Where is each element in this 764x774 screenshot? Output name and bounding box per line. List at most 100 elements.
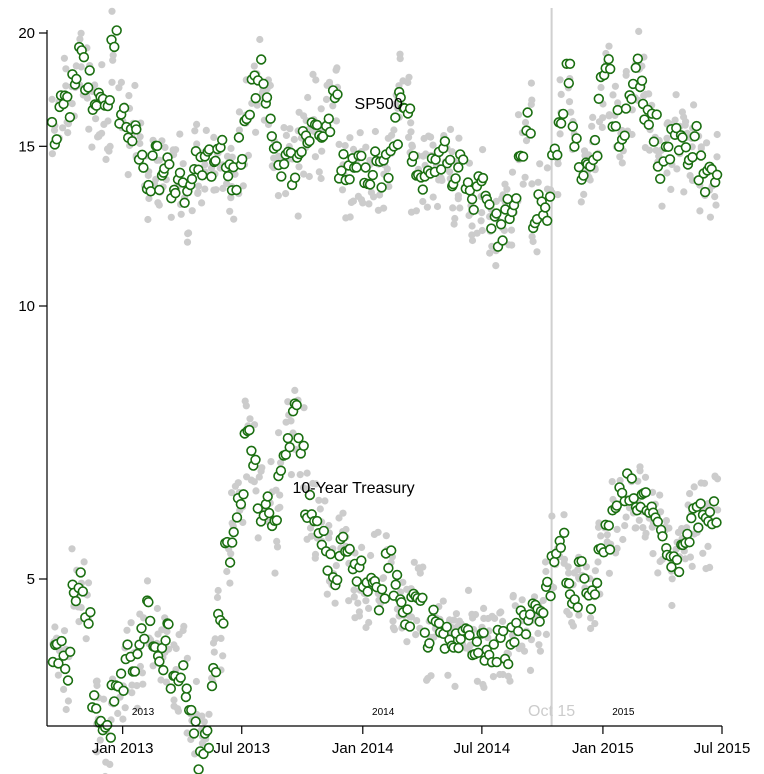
range-dot [680, 188, 688, 196]
range-dot [250, 478, 258, 486]
range-dot [362, 597, 370, 605]
data-point [541, 215, 553, 227]
data-point [610, 120, 621, 132]
range-dot [403, 638, 411, 646]
range-dot [560, 511, 568, 519]
data-point [56, 635, 67, 647]
range-dot [273, 537, 281, 546]
range-dot [62, 65, 70, 73]
data-point [197, 170, 208, 181]
range-dot [405, 133, 413, 141]
range-dot [282, 190, 290, 198]
range-dot [256, 35, 264, 44]
range-dot [217, 634, 225, 643]
data-point [511, 193, 522, 204]
range-dot [454, 192, 462, 200]
range-dot [267, 458, 275, 466]
range-dot [508, 241, 516, 249]
range-dot [80, 558, 88, 566]
range-dot [365, 604, 373, 613]
data-point [275, 465, 287, 476]
data-point [478, 627, 489, 638]
data-point [636, 75, 648, 86]
range-dot [616, 476, 624, 485]
range-dot [82, 635, 90, 643]
data-point [579, 573, 590, 584]
range-dot [688, 562, 696, 571]
range-dot [605, 42, 613, 50]
range-dot [77, 29, 85, 37]
range-dot [64, 129, 72, 137]
data-point [160, 635, 171, 646]
data-point [498, 625, 509, 637]
range-dot [587, 614, 595, 622]
range-dot [282, 418, 290, 426]
data-point [77, 586, 89, 597]
range-dot [414, 564, 422, 573]
data-point [603, 520, 614, 531]
range-dot [649, 488, 657, 496]
range-dot [492, 197, 500, 205]
data-point [181, 683, 192, 694]
data-point [364, 179, 376, 190]
range-dot [522, 137, 531, 145]
data-point [228, 526, 239, 538]
range-dot [179, 160, 187, 168]
range-dot [668, 575, 676, 583]
range-dot [577, 198, 585, 206]
range-dot [303, 469, 311, 477]
range-dot [210, 648, 218, 656]
range-dot [177, 210, 185, 218]
data-point [90, 703, 102, 714]
range-dot [399, 578, 407, 586]
range-dot [618, 159, 626, 167]
range-dot [619, 535, 627, 544]
range-dot [284, 398, 292, 406]
data-point [210, 666, 222, 678]
range-dot [699, 549, 707, 557]
data-point [626, 473, 637, 484]
range-dot [306, 524, 315, 532]
year-label: 2013 [132, 707, 155, 718]
range-dot [205, 710, 213, 718]
data-point [206, 171, 217, 182]
data-point [75, 567, 86, 578]
range-dot [176, 130, 184, 138]
data-point [455, 633, 466, 645]
data-point [136, 623, 147, 634]
range-dot [639, 524, 647, 532]
data-point [585, 603, 597, 615]
data-point [395, 92, 406, 103]
range-dot [528, 180, 536, 188]
range-dot [506, 677, 514, 685]
range-dot [198, 199, 206, 207]
data-point [488, 639, 499, 650]
range-dot [68, 100, 76, 108]
range-dot [106, 760, 114, 769]
range-dot [345, 597, 353, 605]
data-point [271, 515, 282, 526]
data-point [332, 574, 343, 586]
range-dot [686, 553, 695, 561]
range-dot [528, 233, 536, 241]
data-point [304, 135, 315, 147]
range-dot [92, 115, 100, 123]
range-dot [198, 712, 206, 720]
data-point [538, 607, 549, 619]
data-point [298, 440, 309, 451]
range-dot [98, 129, 106, 137]
range-dot [103, 145, 112, 153]
range-dot [104, 117, 112, 125]
data-point [491, 208, 502, 219]
range-dot [706, 213, 715, 221]
range-dot [696, 207, 704, 215]
range-dot [449, 204, 457, 212]
data-point [419, 627, 430, 638]
range-dot [423, 676, 431, 684]
range-dot [567, 108, 575, 116]
range-dot [450, 616, 458, 624]
x-tick-label: Jul 2015 [694, 740, 751, 757]
data-point [218, 618, 229, 629]
data-point [503, 658, 514, 670]
